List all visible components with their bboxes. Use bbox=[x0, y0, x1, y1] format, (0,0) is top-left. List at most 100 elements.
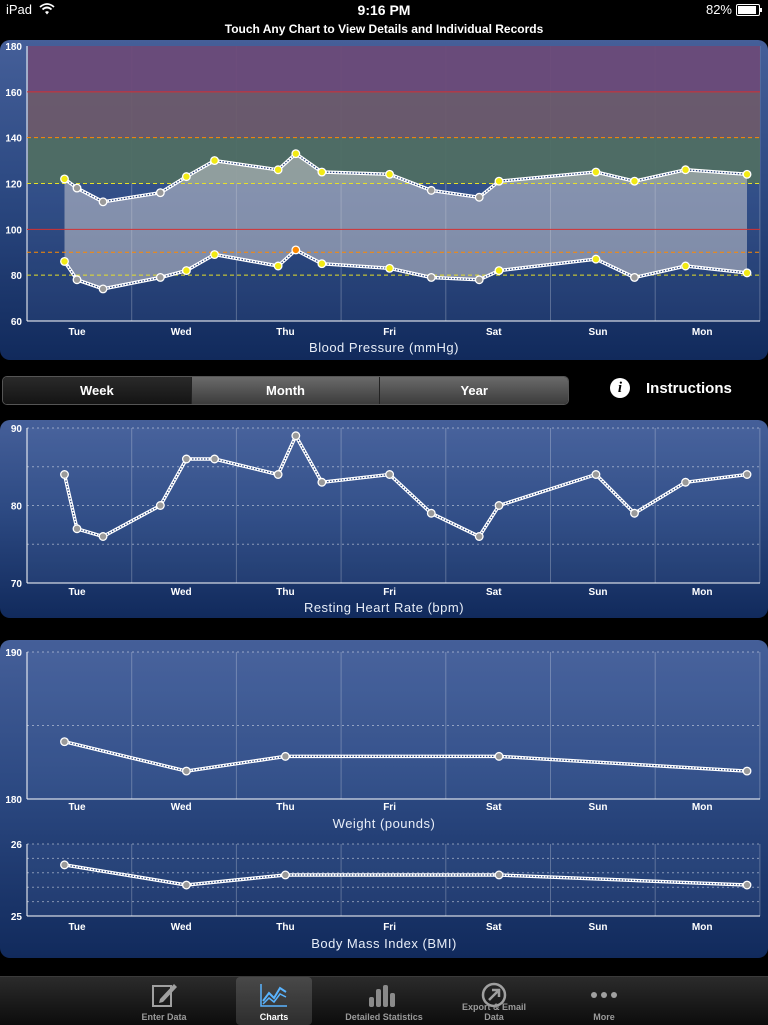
heart-rate-point bbox=[494, 501, 504, 510]
heart-rate-point bbox=[385, 470, 395, 479]
bp-y-tick-label: 180 bbox=[5, 42, 22, 53]
x-tick-label: Tue bbox=[68, 922, 85, 933]
x-tick-label: Fri bbox=[383, 922, 396, 933]
period-selector[interactable]: Week Month Year bbox=[2, 376, 569, 405]
wifi-icon bbox=[39, 3, 55, 15]
weight-point bbox=[280, 751, 290, 761]
plot-area bbox=[27, 652, 760, 799]
systolic-point bbox=[630, 176, 639, 186]
systolic-point bbox=[181, 172, 191, 182]
weight-bmi-chart[interactable]: 180 190 Tue Wed Thu Fri Sat Sun Mon 25 26 Tue Wed Thu… bbox=[0, 640, 768, 958]
month-segment[interactable]: Month bbox=[191, 377, 381, 404]
tab-detailed-statistics[interactable]: Detailed Statistics bbox=[344, 977, 424, 1025]
week-segment[interactable]: Week bbox=[3, 377, 192, 404]
diastolic-point bbox=[681, 261, 690, 271]
bmi-point bbox=[742, 880, 752, 890]
x-tick-label: Sun bbox=[589, 587, 608, 598]
plot-area bbox=[27, 428, 760, 583]
hr-y-tick-label: 90 bbox=[11, 424, 23, 435]
systolic-point bbox=[60, 174, 69, 184]
blood-pressure-chart[interactable]: 60 80 100 120 140 160 180 Tue Wed Thu Fri Sat Sun Mon… bbox=[0, 40, 768, 360]
heart-rate-point bbox=[72, 524, 82, 534]
battery-percent: 82% bbox=[705, 2, 732, 17]
bmi-point bbox=[181, 880, 191, 890]
systolic-point bbox=[210, 156, 219, 166]
bp-y-tick-label: 140 bbox=[5, 134, 22, 145]
bp-y-tick-label: 60 bbox=[11, 317, 23, 328]
systolic-point bbox=[72, 183, 82, 193]
systolic-point bbox=[155, 188, 165, 198]
x-tick-label: Sat bbox=[486, 922, 502, 933]
systolic-point bbox=[291, 149, 301, 159]
tab-charts-label: Charts bbox=[259, 1012, 289, 1022]
weight-point bbox=[181, 766, 191, 776]
x-tick-label: Thu bbox=[276, 587, 294, 598]
export-arrow-icon bbox=[481, 982, 507, 1008]
systolic-point bbox=[494, 176, 504, 186]
bp-y-tick-label: 160 bbox=[5, 88, 22, 99]
diastolic-point bbox=[291, 245, 301, 255]
heart-rate-point bbox=[291, 431, 301, 441]
tab-more[interactable]: More bbox=[564, 977, 644, 1025]
more-dots-icon bbox=[591, 992, 617, 998]
device-name: iPad bbox=[6, 2, 33, 17]
year-segment[interactable]: Year bbox=[380, 377, 568, 404]
heart-rate-point bbox=[317, 477, 327, 487]
line-chart-icon bbox=[260, 984, 287, 1007]
weight-y-tick-label: 180 bbox=[5, 795, 22, 806]
x-tick-label: Thu bbox=[276, 922, 294, 933]
x-tick-label: Fri bbox=[383, 587, 396, 598]
diastolic-point bbox=[181, 266, 191, 276]
blood-pressure-caption: Blood Pressure (mmHg) bbox=[309, 340, 459, 355]
heart-rate-point bbox=[681, 477, 690, 487]
status-time: 9:16 PM bbox=[357, 2, 411, 18]
diastolic-point bbox=[474, 275, 484, 285]
x-tick-label: Sun bbox=[589, 802, 608, 813]
instructions-button[interactable]: i Instructions bbox=[610, 378, 732, 398]
tab-more-label: More bbox=[593, 1012, 615, 1022]
weight-point bbox=[494, 751, 504, 761]
diastolic-point bbox=[742, 268, 752, 278]
heart-rate-point bbox=[155, 501, 165, 510]
tab-export-email-label: Export & Email Data bbox=[461, 1002, 526, 1022]
x-tick-label: Wed bbox=[171, 327, 192, 338]
heart-rate-chart[interactable]: 70 80 90 Tue Wed Thu Fri Sat Sun Mon Resting Hear… bbox=[0, 420, 768, 618]
hr-y-tick-label: 70 bbox=[11, 579, 23, 590]
diastolic-point bbox=[155, 273, 165, 282]
diastolic-point bbox=[591, 254, 601, 264]
systolic-point bbox=[591, 167, 601, 177]
x-tick-label: Thu bbox=[276, 802, 294, 813]
diastolic-point bbox=[210, 250, 219, 259]
diastolic-point bbox=[60, 256, 69, 266]
info-icon: i bbox=[610, 378, 630, 398]
heart-rate-point bbox=[426, 508, 436, 518]
tab-export-email[interactable]: Export & Email Data bbox=[454, 977, 534, 1025]
x-tick-label: Sat bbox=[486, 587, 502, 598]
tab-detailed-statistics-label: Detailed Statistics bbox=[345, 1012, 423, 1022]
tab-enter-data[interactable]: Enter Data bbox=[124, 977, 204, 1025]
risk-zone bbox=[28, 46, 760, 92]
x-tick-label: Mon bbox=[692, 327, 713, 338]
diastolic-point bbox=[630, 273, 639, 282]
x-tick-label: Mon bbox=[692, 587, 713, 598]
diastolic-point bbox=[98, 284, 108, 294]
bmi-y-tick-label: 26 bbox=[11, 840, 23, 851]
pressure-range-area bbox=[64, 153, 747, 289]
x-tick-label: Fri bbox=[383, 802, 396, 813]
tab-charts[interactable]: Charts bbox=[236, 977, 312, 1025]
systolic-point bbox=[474, 192, 484, 202]
weight-caption: Weight (pounds) bbox=[332, 816, 436, 831]
x-tick-label: Fri bbox=[383, 327, 396, 338]
x-tick-label: Wed bbox=[171, 922, 192, 933]
status-bar: iPad 9:16 PM 82% bbox=[0, 0, 768, 20]
x-tick-label: Sun bbox=[589, 922, 608, 933]
bmi-caption: Body Mass Index (BMI) bbox=[311, 936, 457, 951]
heart-rate-point bbox=[630, 508, 639, 518]
diastolic-point bbox=[494, 266, 504, 276]
bar-chart-icon bbox=[369, 985, 395, 1007]
battery-icon bbox=[736, 3, 762, 16]
heart-rate-point bbox=[98, 532, 108, 541]
systolic-point bbox=[681, 165, 690, 175]
blood-pressure-plot: 60 80 100 120 140 160 180 Tue Wed Thu Fri Sat Sun Mon bbox=[5, 42, 761, 338]
weight-y-tick-label: 190 bbox=[5, 648, 22, 659]
